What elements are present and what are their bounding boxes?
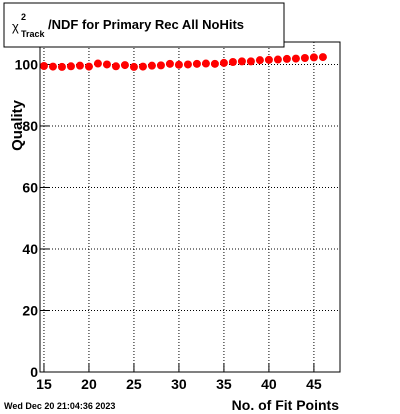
x-tick-label: 25	[126, 376, 142, 392]
x-tick-label: 40	[261, 376, 277, 392]
x-tick-label: 35	[216, 376, 232, 392]
data-point	[129, 62, 138, 71]
data-point	[219, 58, 228, 67]
y-axis-label: Quality	[9, 99, 26, 151]
title-subscript: Track	[21, 29, 46, 39]
data-point	[300, 53, 309, 62]
data-point	[273, 55, 282, 64]
data-point	[183, 60, 192, 69]
x-tick-label: 45	[306, 376, 322, 392]
x-axis-label: No. of Fit Points	[232, 397, 340, 413]
data-point	[228, 57, 237, 66]
data-point	[309, 53, 318, 62]
data-point	[147, 61, 156, 70]
data-point	[120, 61, 129, 70]
data-point	[84, 62, 93, 71]
timestamp: Wed Dec 20 21:04:36 2023	[4, 401, 115, 411]
title-symbol: χ	[12, 19, 19, 34]
plot-area: 0 20 40 60 80 100 15 20 25 30 35 40 45	[15, 42, 340, 392]
data-point	[93, 59, 102, 68]
data-point	[138, 62, 147, 71]
title-text: /NDF for Primary Rec All NoHits	[48, 17, 244, 32]
data-point	[165, 59, 174, 68]
data-point	[66, 62, 75, 71]
data-point	[156, 61, 165, 70]
data-point	[57, 62, 66, 71]
x-tick-label: 20	[81, 376, 97, 392]
y-tick-label: 100	[15, 56, 39, 72]
data-point	[102, 60, 111, 69]
data-point	[210, 59, 219, 68]
y-tick-label: 60	[22, 179, 38, 195]
data-point	[246, 57, 255, 66]
title-superscript: 2	[21, 12, 26, 22]
x-tick-label: 30	[171, 376, 187, 392]
data-point	[291, 54, 300, 63]
data-point	[318, 53, 327, 62]
data-point	[282, 54, 291, 63]
data-point	[237, 57, 246, 66]
x-tick-label: 15	[36, 376, 52, 392]
data-point	[75, 61, 84, 70]
data-point	[39, 61, 48, 70]
data-point	[111, 62, 120, 71]
data-point	[264, 55, 273, 64]
y-tick-label: 80	[22, 118, 38, 134]
y-tick-label: 0	[30, 364, 38, 380]
y-tick-label: 20	[22, 302, 38, 318]
y-tick-label: 40	[22, 241, 38, 257]
data-point	[201, 59, 210, 68]
data-point	[255, 56, 264, 65]
data-point	[48, 62, 57, 71]
data-point	[192, 59, 201, 68]
data-point	[174, 60, 183, 69]
title-box	[3, 2, 285, 48]
